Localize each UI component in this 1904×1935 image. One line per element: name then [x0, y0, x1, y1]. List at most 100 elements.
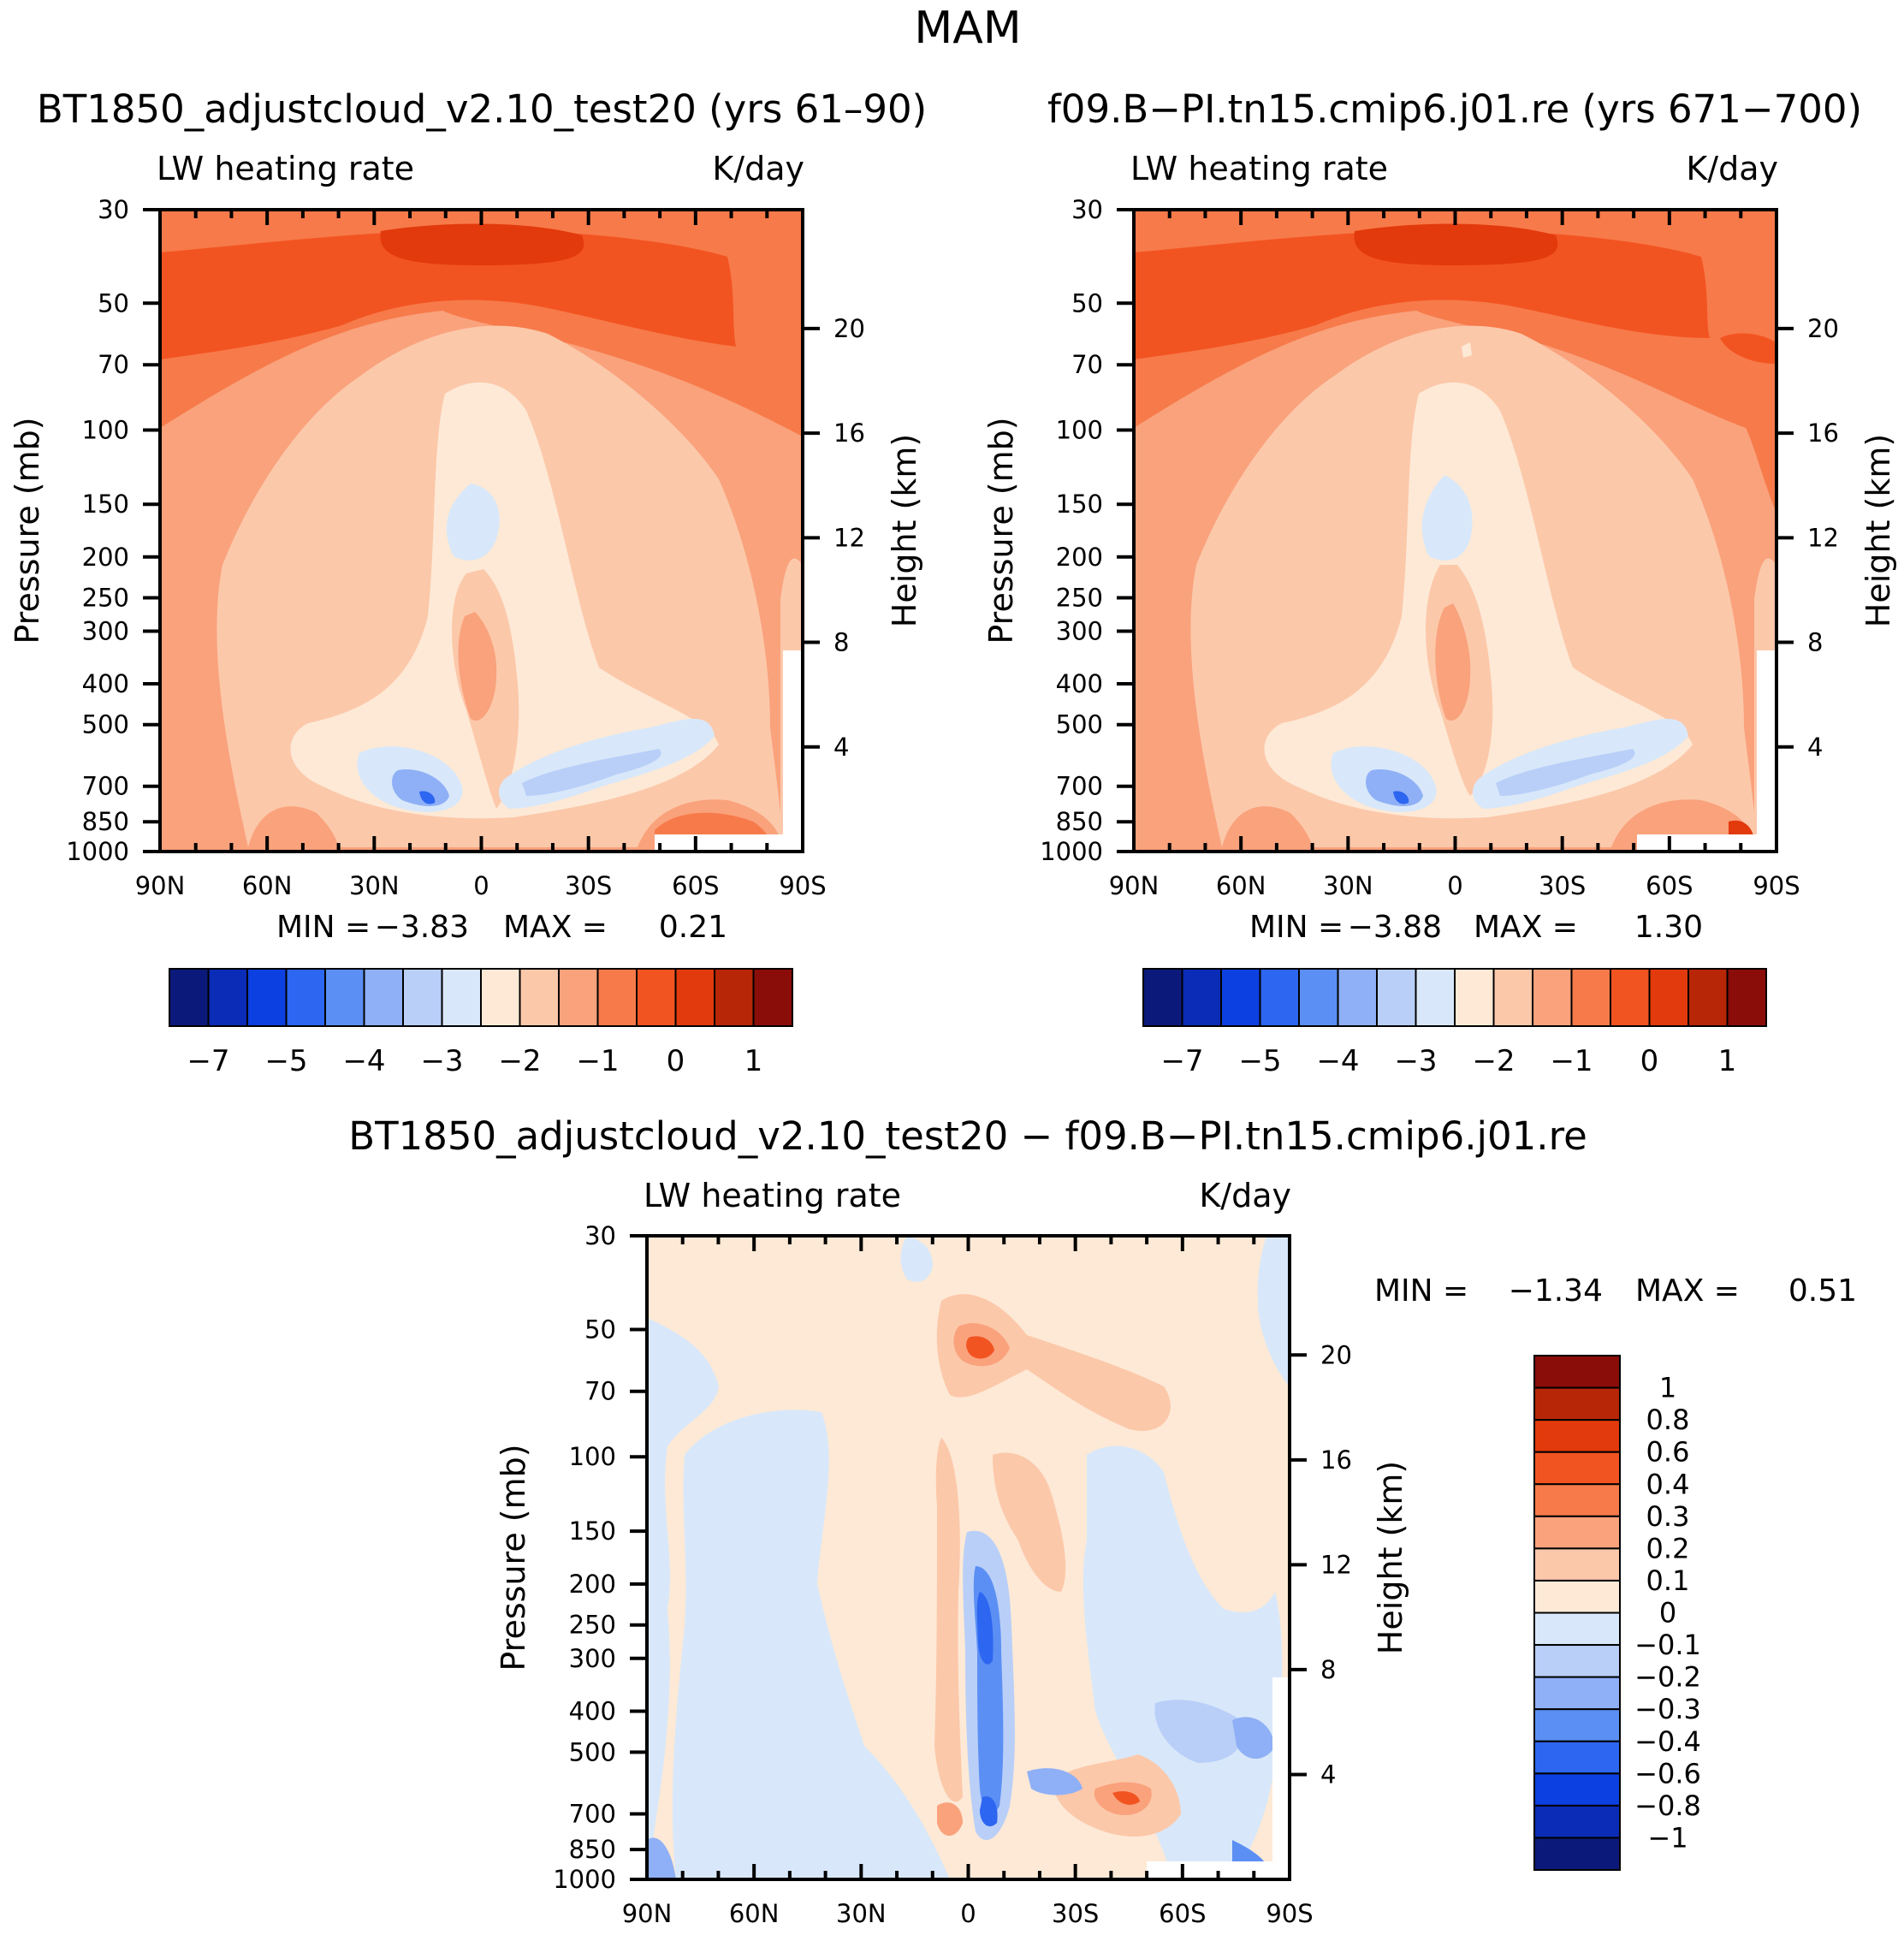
colorbar-box	[207, 968, 248, 1027]
colorbar-box	[1533, 1772, 1621, 1807]
left-height-axis: 20 16 12 8 4	[803, 314, 865, 762]
pressure-tick-label: 30	[1071, 195, 1103, 224]
colorbar-box	[402, 968, 443, 1027]
colorbar-box	[1533, 1612, 1621, 1647]
colorbar-box	[441, 968, 482, 1027]
right-min-value: −3.88	[1348, 910, 1442, 945]
colorbar-box	[1533, 1708, 1621, 1742]
colorbar-box	[1142, 968, 1183, 1027]
colorbar-label: −4	[1316, 1044, 1359, 1078]
colorbar-label: 0.6	[1646, 1436, 1690, 1469]
left-units-label: K/day	[712, 150, 804, 187]
colorbar-box	[1533, 1740, 1621, 1775]
x-tick-label: 90S	[779, 871, 826, 900]
height-tick-label: 8	[1320, 1655, 1336, 1684]
height-tick-label: 16	[1807, 418, 1839, 448]
diff-max-label: MAX =	[1635, 1273, 1740, 1309]
right-case-title: f09.B−PI.tn15.cmip6.j01.re (yrs 671−700)	[1047, 86, 1862, 132]
colorbar-label: −7	[187, 1044, 229, 1078]
left-pressure-label: Pressure (mb)	[9, 417, 46, 644]
colorbar-box	[1533, 1837, 1621, 1871]
colorbar-box	[1532, 968, 1573, 1027]
pressure-tick-label: 250	[569, 1611, 616, 1640]
x-tick-label: 60S	[672, 871, 719, 900]
pressure-tick-label: 500	[82, 710, 129, 739]
colorbar-box	[1533, 1547, 1621, 1582]
pressure-tick-label: 150	[82, 490, 129, 519]
colorbar-label: −0.8	[1634, 1790, 1701, 1822]
colorbar-box	[324, 968, 365, 1027]
left-contour-field	[160, 210, 803, 852]
x-tick-label: 30S	[1052, 1899, 1099, 1928]
x-tick-label: 0	[473, 871, 489, 900]
colorbar-box	[1533, 1515, 1621, 1550]
x-tick-label: 30N	[836, 1899, 887, 1928]
diff-min-label: MIN =	[1374, 1273, 1468, 1309]
colorbar-box	[1533, 1804, 1621, 1839]
colorbar-box	[1415, 968, 1456, 1027]
left-height-label: Height (km)	[886, 434, 923, 627]
colorbar-box	[752, 968, 793, 1027]
colorbar-label: −5	[1238, 1044, 1281, 1078]
pressure-tick-label: 400	[82, 669, 129, 698]
x-tick-label: 60N	[729, 1899, 780, 1928]
pressure-tick-label: 1000	[1040, 837, 1103, 866]
colorbar-label: 0.4	[1646, 1468, 1690, 1500]
height-tick-label: 12	[1807, 523, 1839, 552]
colorbar-label: 0	[1659, 1597, 1676, 1629]
colorbar-label: −0.1	[1634, 1629, 1701, 1661]
pressure-tick-label: 200	[569, 1570, 616, 1599]
panel-right: f09.B−PI.tn15.cmip6.j01.re (yrs 671−700)…	[982, 86, 1897, 1078]
figure-title: MAM	[914, 3, 1021, 54]
right-max-label: MAX =	[1474, 910, 1578, 945]
colorbar-box	[1533, 1483, 1621, 1517]
pressure-tick-label: 100	[569, 1442, 616, 1471]
colorbar-box	[636, 968, 677, 1027]
panel-difference: BT1850_adjustcloud_v2.10_test20 − f09.B−…	[348, 1113, 1857, 1928]
x-tick-label: 30N	[1323, 871, 1373, 900]
height-tick-label: 4	[1807, 733, 1823, 762]
colorbar-box	[363, 968, 404, 1027]
height-tick-label: 4	[1320, 1760, 1336, 1789]
pressure-tick-label: 850	[1056, 807, 1103, 836]
left-variable-label: LW heating rate	[157, 150, 414, 187]
left-x-axis: 90N 60N 30N 0 30S 60S 90S	[135, 210, 827, 900]
colorbar-box	[285, 968, 326, 1027]
colorbar-box	[674, 968, 715, 1027]
right-height-label: Height (km)	[1860, 434, 1897, 627]
colorbar-box	[1533, 1355, 1621, 1389]
diff-case-title: BT1850_adjustcloud_v2.10_test20 − f09.B−…	[348, 1113, 1587, 1159]
left-colorbar: −7 −5 −4 −3 −2 −1 0 1	[169, 968, 793, 1078]
height-tick-label: 12	[833, 523, 865, 552]
pressure-tick-label: 700	[82, 772, 129, 801]
diff-max-value: 0.51	[1788, 1273, 1857, 1309]
right-max-value: 1.30	[1634, 910, 1703, 945]
x-tick-label: 0	[960, 1899, 976, 1928]
right-x-axis: 90N 60N 30N 0 30S 60S 90S	[1109, 210, 1800, 900]
colorbar-label: 0.8	[1646, 1404, 1690, 1436]
pressure-tick-label: 50	[98, 288, 129, 318]
left-max-value: 0.21	[659, 910, 727, 945]
pressure-tick-label: 300	[569, 1644, 616, 1673]
colorbar-box	[714, 968, 755, 1027]
pressure-tick-label: 700	[1056, 772, 1103, 801]
pressure-tick-label: 400	[569, 1696, 616, 1725]
x-tick-label: 90S	[1753, 871, 1800, 900]
colorbar-box	[1648, 968, 1689, 1027]
left-min-value: −3.83	[375, 910, 469, 945]
pressure-tick-label: 700	[569, 1800, 616, 1829]
height-tick-label: 20	[833, 314, 865, 343]
pressure-tick-label: 150	[569, 1517, 616, 1546]
height-tick-label: 12	[1320, 1550, 1352, 1579]
height-tick-label: 16	[833, 418, 865, 448]
colorbar-box	[1533, 1644, 1621, 1678]
diff-pressure-label: Pressure (mb)	[495, 1444, 532, 1671]
colorbar-label: −4	[342, 1044, 385, 1078]
colorbar-label: 1	[744, 1044, 763, 1078]
colorbar-label: −1	[576, 1044, 619, 1078]
colorbar-label: 1	[1718, 1044, 1737, 1078]
colorbar-label: −1	[1550, 1044, 1593, 1078]
colorbar-box	[480, 968, 521, 1027]
